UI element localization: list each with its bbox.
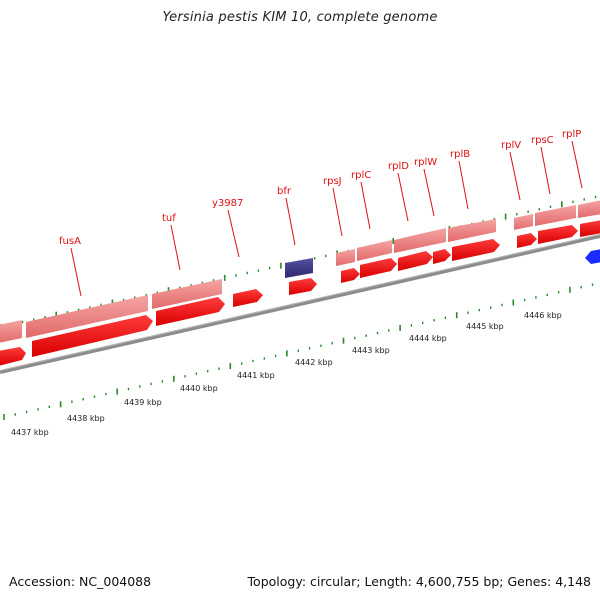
leader-line-rplC [360, 181, 371, 230]
ruler-label-group: 4437 kbp 4438 kbp 4439 kbp 4440 kbp 4441… [11, 311, 562, 437]
stats-separator: ; [356, 574, 361, 589]
gene-arrow[interactable] [0, 347, 26, 366]
leader-line-rplD [397, 172, 409, 222]
gene-arrow-rplD[interactable] [398, 251, 433, 271]
gene-arrow-rplW[interactable] [433, 249, 451, 264]
length-value: 4,600,755 bp [415, 574, 500, 589]
gene-arrow-bfr[interactable] [289, 278, 317, 295]
gene-block-fusA-light[interactable] [26, 295, 148, 338]
gene-label-rplD[interactable]: rplD [388, 161, 409, 172]
ruler-label: 4444 kbp [409, 334, 447, 343]
gene-label-rplW[interactable]: rplW [414, 157, 437, 168]
gene-arrow-rpsC[interactable] [538, 225, 578, 244]
gene-arrow-rpsJ[interactable] [341, 268, 360, 283]
ruler-label: 4438 kbp [67, 414, 105, 423]
gene-label-rplC[interactable]: rplC [351, 170, 371, 181]
gene-block-rplB-light[interactable] [448, 219, 496, 242]
genome-backbone-highlight [0, 234, 600, 371]
gene-arrow-rplC[interactable] [360, 258, 397, 278]
genome-title: Yersinia pestis KIM 10, complete genome [162, 10, 438, 25]
leader-line-rpsC [540, 146, 551, 195]
gene-arrow-rplP[interactable] [580, 220, 600, 237]
gene-label-group: fusA tuf y3987 bfr rpsJ rplC rplD rplW r… [59, 129, 583, 297]
stats-separator: ; [499, 574, 504, 589]
gene-arrow-fusA[interactable] [32, 315, 153, 357]
gene-block-rpsC-light[interactable] [535, 205, 576, 226]
accession-info: Accession: NC_004088 [9, 574, 151, 589]
genes-value: 4,148 [555, 574, 591, 589]
gene-block-rplV-light[interactable] [514, 214, 533, 230]
ruler-label: 4443 kbp [352, 346, 390, 355]
outer-gene-lane [0, 200, 600, 343]
leader-line-rpsJ [332, 187, 343, 237]
ruler-tick-track [3, 283, 594, 420]
gene-block-rplD-light[interactable] [394, 228, 446, 253]
gene-label-rplB[interactable]: rplB [450, 149, 470, 160]
accession-label: Accession: [9, 574, 76, 589]
gene-arrow-other-strand[interactable] [585, 249, 600, 264]
ruler-label: 4441 kbp [237, 371, 275, 380]
genome-stats: Topology: circular; Length: 4,600,755 bp… [248, 574, 591, 589]
gene-label-bfr[interactable]: bfr [277, 186, 292, 197]
inner-gene-lane [0, 220, 600, 366]
leader-line-rplW [423, 168, 435, 217]
gene-arrow-rplB[interactable] [452, 239, 500, 261]
genes-label: Genes: [507, 574, 552, 589]
gene-block-rplC-light[interactable] [357, 240, 392, 261]
gene-label-rplP[interactable]: rplP [562, 129, 581, 140]
leader-line-rplB [458, 160, 469, 210]
gene-block-bfr-highlight[interactable] [285, 258, 313, 278]
gene-block-tuf-light[interactable] [152, 279, 222, 309]
accession-value: NC_004088 [79, 574, 152, 589]
leader-line-bfr [285, 197, 296, 246]
gene-label-rpsC[interactable]: rpsC [531, 135, 554, 146]
leader-line-fusA [70, 247, 82, 297]
ruler-label: 4437 kbp [11, 428, 49, 437]
gene-arrow-tuf[interactable] [156, 297, 225, 326]
gene-block-rplP-light[interactable] [578, 200, 600, 218]
leader-line-tuf [170, 224, 181, 271]
leader-line-rplP [571, 140, 583, 189]
gene-label-rplV[interactable]: rplV [501, 140, 521, 151]
genome-backbone [0, 234, 600, 374]
gene-block-rpsJ-light[interactable] [336, 249, 355, 266]
gene-label-tuf[interactable]: tuf [162, 213, 176, 224]
gene-label-y3987[interactable]: y3987 [212, 198, 243, 209]
ruler-label: 4446 kbp [524, 311, 562, 320]
leader-line-y3987 [227, 209, 240, 258]
length-label: Length: [364, 574, 412, 589]
gene-arrow-rplV[interactable] [517, 233, 537, 248]
gene-label-rpsJ[interactable]: rpsJ [323, 176, 342, 187]
ruler-label: 4439 kbp [124, 398, 162, 407]
ruler-label: 4445 kbp [466, 322, 504, 331]
ruler-label: 4442 kbp [295, 358, 333, 367]
topology-label: Topology: [247, 574, 307, 589]
ruler-label: 4440 kbp [180, 384, 218, 393]
gene-arrow-y3987[interactable] [233, 289, 263, 307]
leader-line-rplV [509, 151, 521, 201]
topology-value: circular [310, 574, 357, 589]
gene-label-fusA[interactable]: fusA [59, 236, 81, 247]
gene-block-light[interactable] [0, 320, 22, 343]
